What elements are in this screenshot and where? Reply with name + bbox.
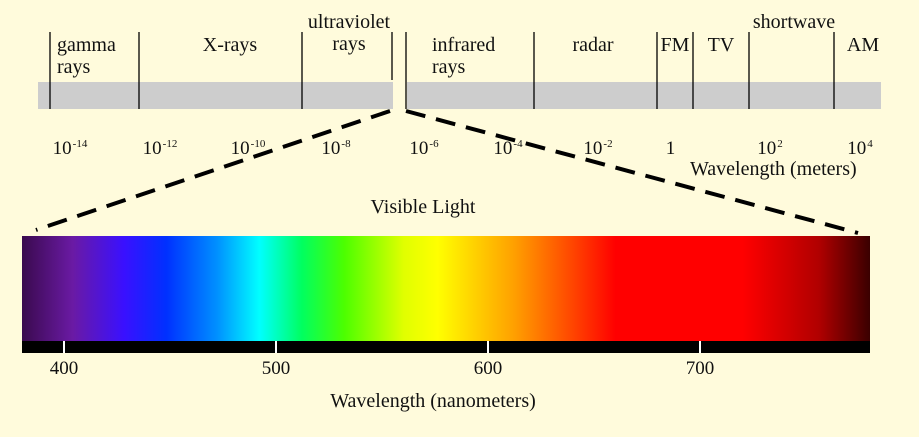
meter-tick-1e-8: 10-8 (321, 138, 351, 159)
meter-tick-1e2: 102 (757, 138, 783, 159)
gamma-line1: gamma (57, 34, 116, 56)
upper-band-left-bar (38, 82, 393, 109)
gamma-line2: rays (57, 56, 91, 78)
meter-tick-1e-4: 10-4 (493, 138, 523, 159)
meter-tick-1e4: 104 (847, 138, 873, 159)
meter-tick-1e-14: 10-14 (52, 138, 88, 159)
meter-tick-1e-12: 10-12 (142, 138, 178, 159)
band-label-shortwave: shortwave (752, 11, 836, 33)
nm-tick-700: 700 (685, 358, 715, 379)
infrared-line1: infrared (432, 34, 496, 56)
visible-axis-bar (22, 341, 870, 353)
band-label-xrays: X-rays (202, 34, 258, 56)
visible-spectrum-bar (22, 236, 870, 341)
nm-axis-label: Wavelength (nanometers) (330, 390, 536, 412)
meter-tick-1e-6: 10-6 (409, 138, 439, 159)
meter-tick-1: 1 (665, 138, 676, 159)
band-label-radar: radar (572, 34, 614, 56)
nm-tick-400: 400 (49, 358, 79, 379)
band-label-infrared: infrared rays (432, 34, 495, 78)
infrared-line2: rays (432, 56, 466, 78)
band-label-gamma: gamma rays (57, 34, 116, 78)
band-label-ultraviolet: ultraviolet rays (308, 11, 390, 55)
nm-tick-500: 500 (261, 358, 291, 379)
visible-axis-ticks (63, 341, 701, 353)
band-label-fm: FM (660, 34, 690, 56)
nm-tick-600: 600 (473, 358, 503, 379)
band-separators (49, 32, 835, 109)
meter-tick-1e-10: 10-10 (230, 138, 266, 159)
ultraviolet-line2: rays (332, 33, 366, 55)
band-label-am: AM (846, 34, 880, 56)
meter-tick-1e-2: 10-2 (583, 138, 613, 159)
visible-light-title: Visible Light (370, 196, 476, 218)
band-label-tv: TV (707, 34, 735, 56)
upper-band-right-bar (407, 82, 881, 109)
zoom-line-left (35, 109, 391, 232)
zoom-line-right (405, 109, 859, 235)
ultraviolet-line1: ultraviolet (307, 11, 391, 33)
meter-axis-label: Wavelength (meters) (690, 158, 857, 180)
